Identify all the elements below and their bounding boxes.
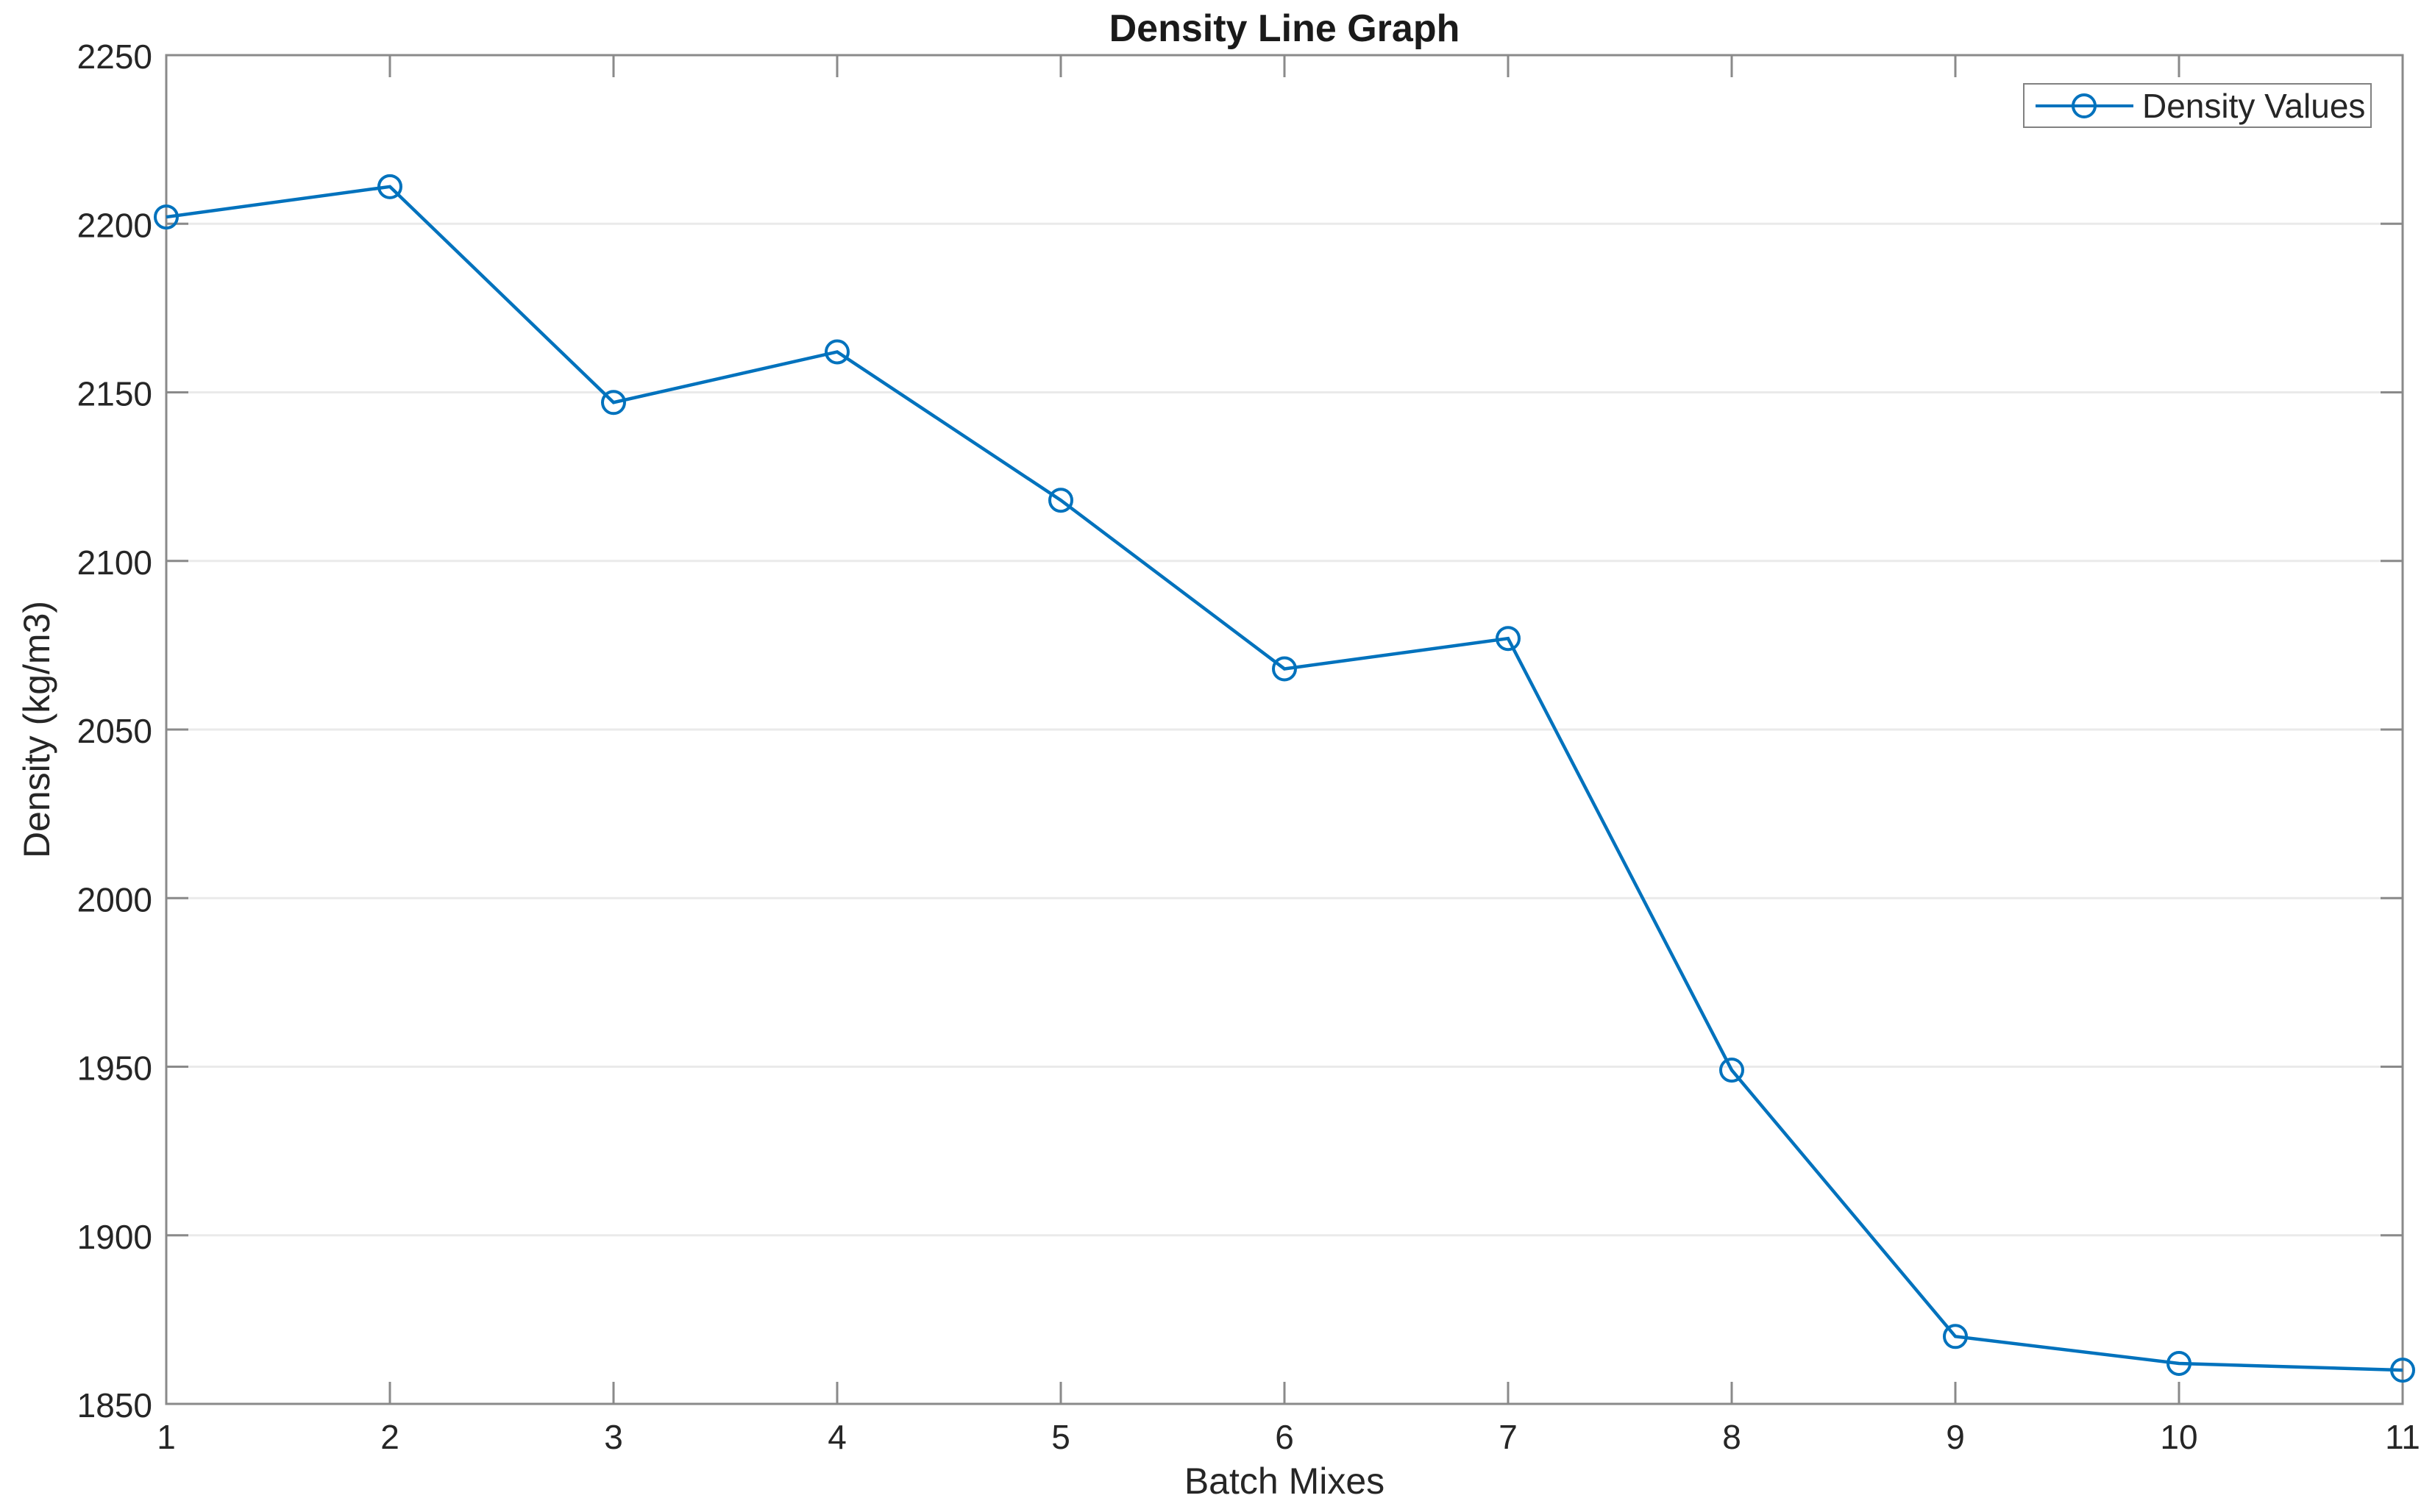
x-tick-label: 8 (1722, 1418, 1741, 1456)
y-tick-label: 2000 (77, 880, 152, 919)
y-tick-label: 1950 (77, 1049, 152, 1088)
chart-title: Density Line Graph (1109, 7, 1460, 50)
x-tick-label: 7 (1499, 1418, 1518, 1456)
y-axis-label: Density (kg/m3) (16, 600, 57, 859)
x-tick-label: 11 (2385, 1418, 2420, 1456)
x-tick-label: 9 (1946, 1418, 1965, 1456)
series-line (166, 185, 2403, 1372)
legend-line-marker-sample (2036, 93, 2133, 118)
y-tick-label: 2200 (77, 206, 152, 244)
x-tick-label: 3 (604, 1418, 623, 1456)
legend-entry-label: Density Values (2142, 86, 2366, 125)
y-tick-label: 2100 (77, 543, 152, 582)
data-point-marker (2390, 1358, 2415, 1383)
data-point-marker (1496, 626, 1521, 652)
x-tick-label: 2 (380, 1418, 399, 1456)
y-tick-label: 1900 (77, 1218, 152, 1256)
data-point-marker (2166, 1350, 2192, 1376)
x-tick-label: 5 (1051, 1418, 1070, 1456)
x-tick-label: 4 (828, 1418, 847, 1456)
y-tick-label: 2050 (77, 712, 152, 750)
legend-circle-marker-icon (2072, 93, 2097, 118)
y-tick-label: 2250 (77, 38, 152, 76)
x-tick-label: 1 (157, 1418, 176, 1456)
x-axis-label: Batch Mixes (1184, 1461, 1385, 1502)
data-point-marker (154, 204, 179, 230)
data-point-marker (377, 174, 402, 199)
x-tick-label: 10 (2160, 1418, 2197, 1456)
data-point-marker (601, 390, 626, 416)
y-tick-label: 2150 (77, 375, 152, 413)
data-point-marker (1719, 1058, 1744, 1083)
y-tick-label: 1850 (77, 1386, 152, 1424)
legend: Density Values (2023, 83, 2372, 128)
data-point-marker (1943, 1324, 1968, 1349)
data-point-marker (825, 339, 850, 365)
x-tick-label: 6 (1275, 1418, 1294, 1456)
data-point-marker (1048, 488, 1073, 513)
data-point-marker (1272, 656, 1297, 682)
